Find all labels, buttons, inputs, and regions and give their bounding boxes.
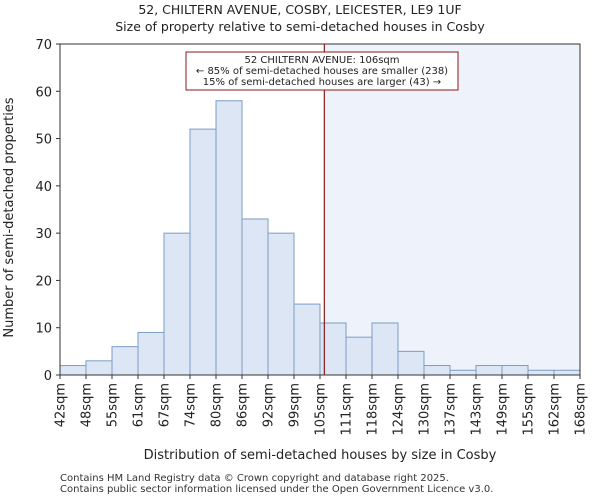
bar-143sqm [475, 365, 503, 376]
x-tick-label: 118sqm [366, 383, 381, 436]
x-tick-label: 168sqm [574, 383, 589, 436]
y-tick-label: 60 [35, 85, 52, 100]
x-tick-label: 67sqm [158, 383, 173, 427]
y-tick-label: 0 [44, 369, 52, 384]
footer-copyright: Contains HM Land Registry data © Crown c… [60, 473, 449, 484]
x-tick-label: 48sqm [80, 383, 95, 427]
bar-92sqm [267, 232, 295, 376]
bar-55sqm [111, 346, 139, 376]
x-axis-label: Distribution of semi-detached houses by … [144, 448, 497, 463]
annotation-larger: 15% of semi-detached houses are larger (… [203, 77, 441, 88]
x-tick-label: 92sqm [262, 383, 277, 427]
bar-48sqm [85, 360, 113, 376]
y-tick-label: 20 [35, 274, 52, 289]
chart-title: 52, CHILTERN AVENUE, COSBY, LEICESTER, L… [138, 2, 462, 17]
bar-111sqm [345, 336, 373, 376]
x-tick-label: 162sqm [548, 383, 563, 436]
bar-155sqm [527, 369, 555, 376]
bar-86sqm [241, 218, 269, 376]
bar-118sqm [371, 322, 399, 376]
x-tick-label: 74sqm [184, 383, 199, 427]
x-tick-label: 155sqm [522, 383, 537, 436]
x-tick-label: 124sqm [392, 383, 407, 436]
x-tick-label: 130sqm [418, 383, 433, 436]
annotation-title: 52 CHILTERN AVENUE: 106sqm [245, 55, 400, 66]
y-tick-label: 50 [35, 133, 52, 148]
bar-149sqm [501, 365, 529, 376]
y-tick-label: 70 [35, 38, 52, 53]
bar-99sqm [293, 303, 321, 376]
x-tick-label: 86sqm [236, 383, 251, 427]
x-tick-label: 105sqm [314, 383, 329, 436]
x-tick-label: 80sqm [210, 383, 225, 427]
bar-137sqm [449, 369, 477, 376]
bar-61sqm [137, 331, 165, 376]
bar-162sqm [553, 369, 581, 376]
y-tick-label: 40 [35, 180, 52, 195]
footer-licence: Contains public sector information licen… [60, 484, 494, 495]
larger-region-shade [324, 44, 580, 375]
annotation-smaller: ← 85% of semi-detached houses are smalle… [196, 66, 448, 77]
y-tick-label: 10 [35, 322, 52, 337]
x-tick-label: 99sqm [288, 383, 303, 427]
x-tick-label: 143sqm [470, 383, 485, 436]
x-tick-label: 42sqm [54, 383, 69, 427]
bar-67sqm [163, 232, 191, 376]
annotation-box [185, 51, 459, 91]
bar-130sqm [423, 365, 451, 376]
bar-80sqm [215, 100, 243, 376]
x-tick-label: 137sqm [444, 383, 459, 436]
y-tick-label: 30 [35, 227, 52, 242]
x-tick-label: 149sqm [496, 383, 511, 436]
chart-subtitle: Size of property relative to semi-detach… [115, 19, 485, 34]
bar-124sqm [397, 350, 425, 376]
bar-74sqm [189, 128, 217, 376]
bar-42sqm [59, 365, 87, 376]
y-axis-label: Number of semi-detached properties [2, 97, 17, 337]
x-tick-label: 61sqm [132, 383, 147, 427]
x-tick-label: 111sqm [340, 383, 355, 436]
x-tick-label: 55sqm [106, 383, 121, 427]
